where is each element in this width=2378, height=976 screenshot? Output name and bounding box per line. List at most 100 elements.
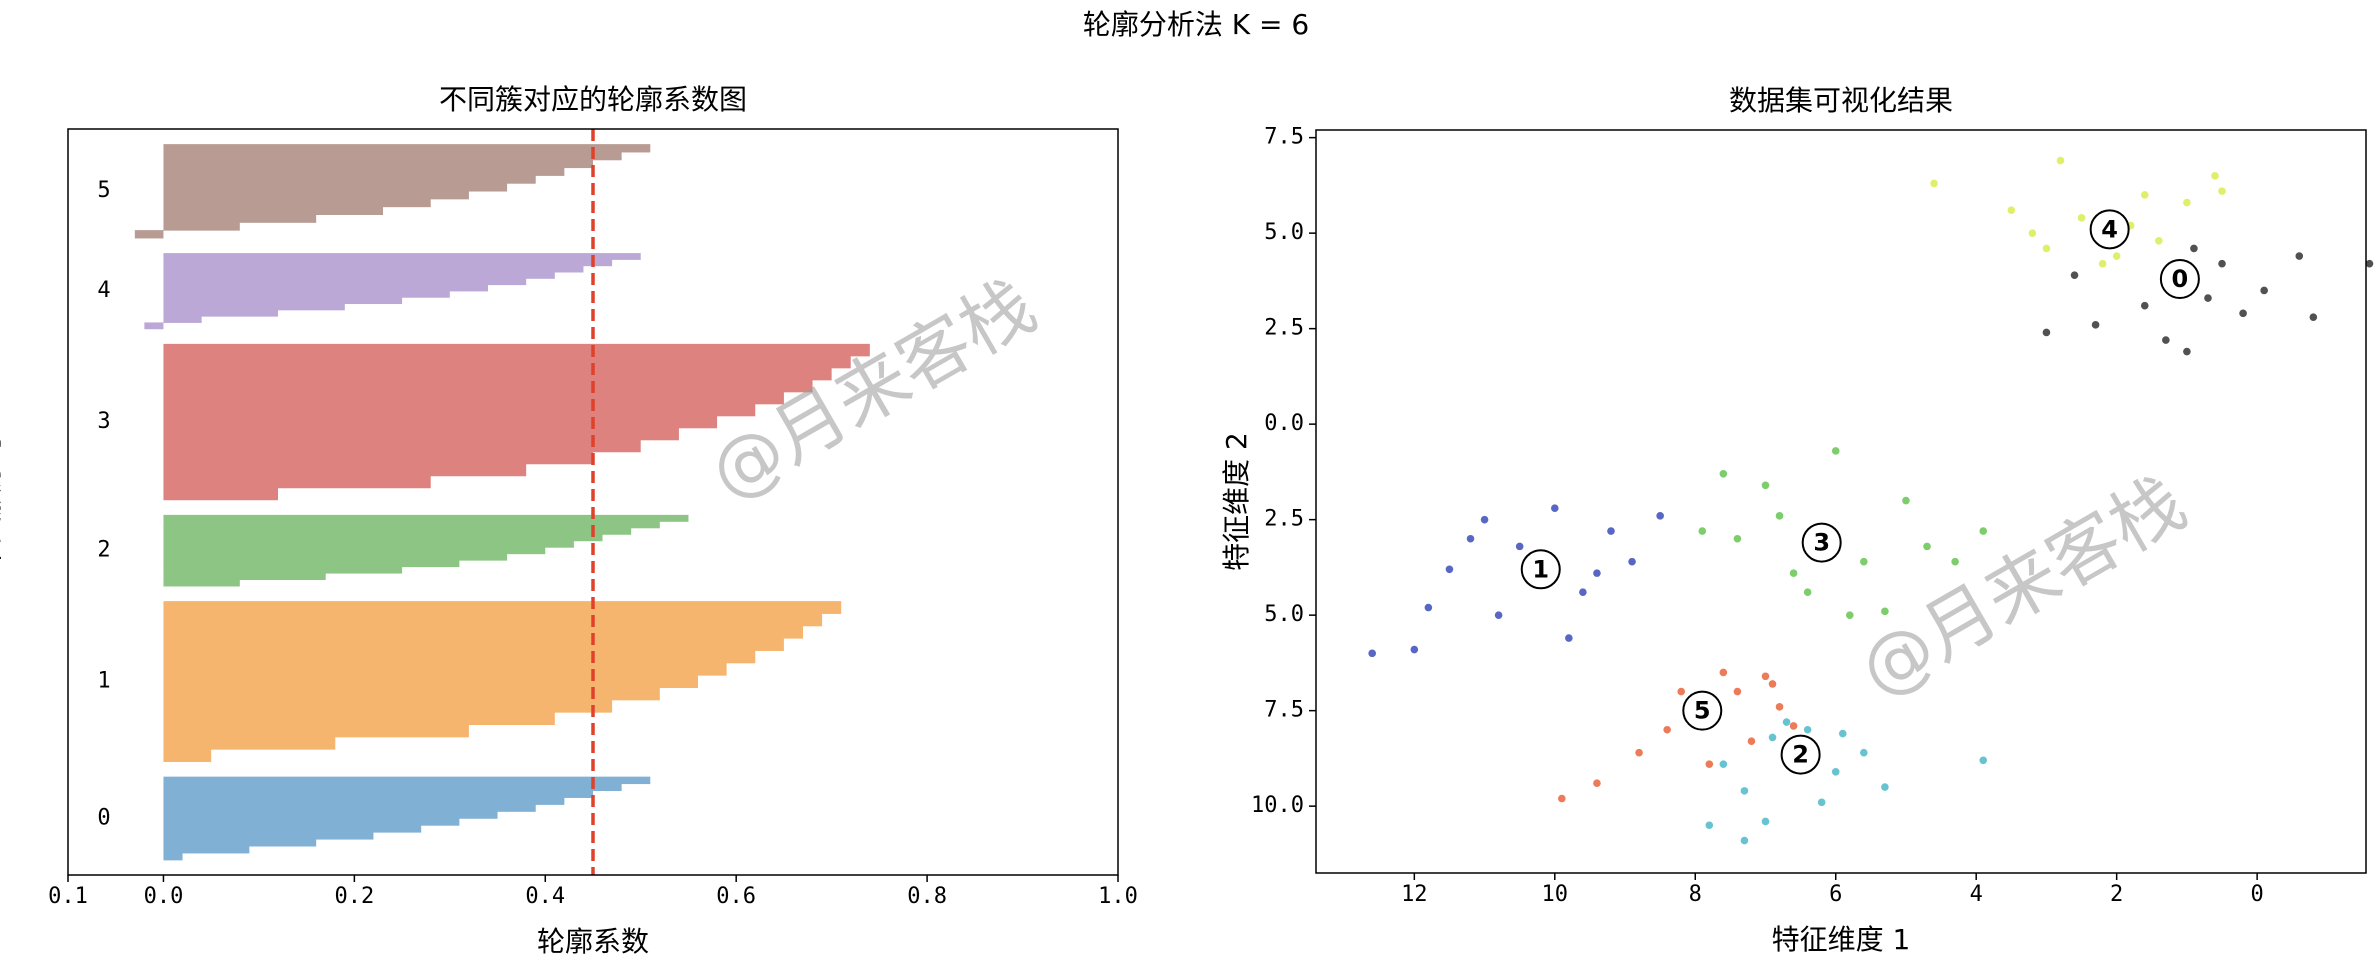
point	[2204, 294, 2212, 302]
point	[1593, 569, 1601, 577]
point	[2042, 244, 2051, 253]
silhouette-bar	[163, 797, 565, 805]
silhouette-bar	[163, 367, 832, 381]
point	[1565, 634, 1573, 642]
silhouette-bar	[163, 271, 555, 279]
silhouette-bar	[163, 527, 632, 535]
point	[1635, 748, 1643, 757]
silhouette-bar	[163, 278, 527, 286]
silhouette-bar	[163, 638, 784, 651]
silhouette-bar	[163, 253, 641, 260]
silhouette-bar	[163, 811, 498, 819]
y-tick-label: 10.0	[1251, 793, 1304, 818]
y-tick-label: 2.5	[1264, 507, 1304, 532]
silhouette-bar	[163, 439, 641, 453]
point	[1775, 512, 1784, 520]
point	[1740, 836, 1749, 845]
center-marker	[1520, 549, 1561, 590]
y-tick-label: 0.0	[1264, 411, 1304, 436]
silhouette-bar	[163, 183, 508, 192]
point	[1768, 680, 1777, 688]
x-axis-label: 特征维度 1	[1772, 923, 1911, 956]
silhouette-bar	[163, 579, 240, 587]
point	[1466, 534, 1475, 543]
point	[1761, 672, 1770, 681]
point	[1424, 603, 1433, 612]
point	[2056, 156, 2065, 165]
silhouette-bar	[163, 687, 660, 701]
silhouette-bar	[163, 297, 403, 305]
point	[1494, 611, 1503, 619]
point	[2309, 313, 2318, 321]
silhouette-bar	[163, 175, 536, 184]
point	[1979, 527, 1988, 535]
silhouette-bar	[163, 463, 527, 477]
silhouette-bar	[163, 547, 546, 555]
point	[1719, 668, 1728, 677]
point	[1838, 729, 1847, 738]
silhouette-bar	[163, 427, 679, 441]
cluster-label: 4	[97, 278, 110, 303]
point	[1593, 779, 1601, 788]
axes-frame	[67, 128, 1119, 876]
silhouette-bar	[163, 191, 469, 200]
point	[1831, 767, 1840, 776]
center-marker	[1682, 690, 1723, 731]
silhouette-bar	[163, 573, 326, 581]
point	[2218, 187, 2226, 195]
point	[2239, 309, 2247, 318]
x-tick-label: 0.2	[334, 884, 374, 909]
point	[1445, 565, 1454, 574]
center-marker	[1801, 522, 1842, 563]
y-tick-label: 7.5	[1264, 698, 1304, 723]
silhouette-bar	[163, 309, 278, 317]
silhouette-bar	[134, 230, 164, 239]
point	[2140, 191, 2149, 199]
point	[2183, 198, 2191, 207]
silhouette-bar	[163, 832, 374, 840]
x-tick-label: 0.6	[716, 884, 756, 909]
point	[2162, 336, 2170, 344]
point	[1607, 527, 1615, 535]
silhouette-bar	[163, 790, 594, 798]
silhouette-bar	[163, 151, 622, 161]
silhouette-bar	[163, 560, 460, 568]
silhouette-bar	[163, 553, 508, 561]
silhouette-bar	[163, 804, 536, 812]
silhouette-bar	[163, 566, 403, 574]
cluster-label: 0	[97, 805, 110, 830]
point	[2070, 271, 2079, 279]
axes-frame	[1315, 129, 2367, 874]
silhouette-bar	[163, 783, 622, 792]
point	[1733, 534, 1742, 543]
point	[1923, 542, 1931, 551]
point	[1951, 557, 1959, 566]
silhouette-bar	[163, 852, 183, 861]
silhouette-bar	[163, 613, 823, 627]
silhouette-bar	[163, 159, 594, 169]
center-marker	[2089, 209, 2130, 250]
silhouette-bar	[163, 144, 651, 153]
center-label: 4	[2101, 215, 2118, 243]
silhouette-bar	[163, 712, 555, 725]
cluster-label: 3	[97, 409, 110, 434]
point	[1515, 542, 1524, 551]
point	[2295, 252, 2304, 260]
center-label: 5	[1694, 697, 1711, 725]
y-axis-label: 特征维度 2	[1220, 432, 1253, 571]
silhouette-bar	[163, 521, 660, 529]
point	[1740, 787, 1749, 795]
point	[1410, 645, 1419, 654]
point	[2140, 301, 2149, 310]
x-tick-label: 0.1	[48, 884, 88, 909]
point	[2218, 259, 2226, 268]
x-tick-label: 0	[2251, 882, 2264, 907]
cluster-label: 1	[97, 668, 110, 693]
silhouette-bar	[163, 222, 240, 231]
silhouette-bar	[163, 198, 431, 208]
silhouette-bar	[163, 724, 469, 738]
point	[1550, 504, 1559, 512]
point	[1930, 179, 1938, 188]
point	[1803, 588, 1812, 597]
